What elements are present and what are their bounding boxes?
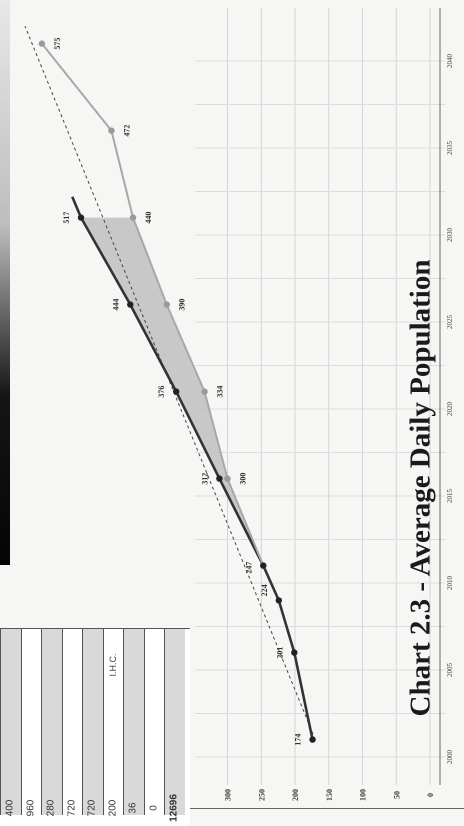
table-column (102, 629, 123, 815)
table-column (82, 629, 103, 815)
data-label: 517 (62, 212, 71, 224)
x-tick-label: 2005 (446, 663, 454, 678)
data-point (173, 388, 180, 395)
data-label: 312 (200, 473, 209, 485)
data-label: 174 (294, 734, 303, 746)
table-column (123, 629, 144, 815)
data-label: 224 (260, 584, 269, 596)
table-column (0, 629, 21, 815)
y-tick-label: 50 (392, 791, 401, 799)
data-label: 201 (275, 647, 284, 659)
x-tick-label: 2030 (446, 228, 454, 243)
x-tick-label: 2010 (446, 576, 454, 591)
data-label: 444 (111, 299, 120, 311)
data-label: 575 (53, 38, 62, 50)
trend-line (24, 26, 316, 740)
data-table-fragment (0, 628, 190, 826)
series-line-dark-extension (71, 196, 83, 219)
data-point (216, 475, 223, 482)
data-point (224, 475, 231, 482)
x-tick-label: 2025 (446, 315, 454, 330)
data-point (129, 214, 137, 221)
chart-trend-line (24, 26, 316, 740)
data-label: 390 (178, 299, 187, 311)
data-point (291, 649, 298, 656)
data-point (108, 127, 115, 134)
data-label: 376 (157, 386, 166, 398)
table-column (164, 629, 185, 815)
data-label: 334 (216, 386, 225, 398)
data-point (201, 388, 208, 395)
chart-bottom-border (190, 808, 464, 809)
y-tick-label: 0 (426, 793, 435, 797)
data-point (38, 40, 46, 47)
data-point (127, 301, 134, 308)
x-tick-label: 2015 (446, 489, 454, 504)
data-point (260, 562, 267, 569)
document-edge-bar (0, 0, 10, 565)
x-tick-label: 2000 (446, 750, 454, 765)
x-tick-label: 2035 (446, 141, 454, 156)
x-tick-label: 2020 (446, 402, 454, 417)
x-tick-label: 2040 (446, 54, 454, 69)
data-point (309, 736, 316, 743)
chart-data-labels: 174 201 224 247 312 376 444 517 300 334 390 440 472 5… (53, 38, 303, 746)
y-tick-label: 150 (325, 789, 334, 801)
table-column (61, 629, 82, 815)
data-label: 472 (122, 125, 131, 137)
data-point (275, 597, 282, 604)
series-line-dark (79, 216, 314, 740)
data-point (77, 214, 85, 221)
chart-points (38, 40, 316, 743)
data-point (163, 301, 170, 308)
y-tick-label: 250 (257, 789, 266, 801)
data-label: 440 (144, 212, 153, 224)
table-column (20, 629, 41, 815)
y-tick-label: 300 (224, 789, 233, 801)
y-tick-label: 100 (359, 789, 368, 801)
data-label: 300 (239, 473, 248, 485)
chart-y-tick-labels: 0 50 100 150 200 250 300 (224, 789, 436, 801)
data-label: 247 (244, 562, 253, 574)
table-column (143, 629, 164, 815)
table-column (41, 629, 62, 815)
y-tick-label: 200 (291, 789, 300, 801)
chart-x-tick-labels: 2000 2005 2010 2015 2020 2025 2030 2035 2040 (446, 54, 454, 765)
